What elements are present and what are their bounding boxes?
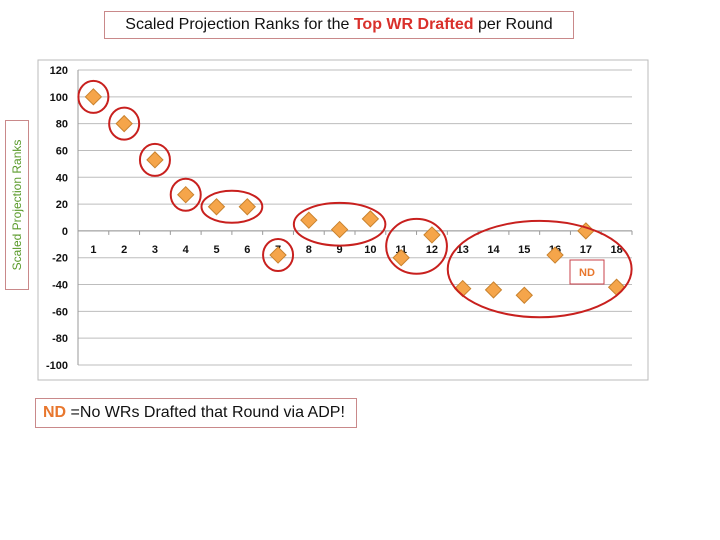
x-tick-label: 13 [457,244,469,256]
y-tick-label: 40 [56,172,68,184]
data-point [515,286,533,304]
highlight-ellipse [169,177,202,212]
data-point [300,211,318,229]
x-tick-label: 4 [183,244,190,256]
highlight-ellipse [200,189,264,224]
y-tick-label: -80 [52,333,68,345]
y-tick-label: -100 [46,360,68,372]
chart-title: Scaled Projection Ranks for the Top WR D… [104,11,574,39]
y-tick-label: 60 [56,145,68,157]
data-point [269,246,287,264]
x-tick-label: 1 [90,244,96,256]
x-tick-label: 12 [426,244,438,256]
data-point [177,185,195,204]
legend-note: ND =No WRs Drafted that Round via ADP! [35,398,357,428]
y-tick-label: -60 [52,306,68,318]
data-point [146,151,164,169]
plot-frame [37,59,649,381]
x-tick-label: 15 [518,244,530,256]
x-tick-label: 18 [610,244,622,256]
data-point [361,210,380,228]
y-tick-label: 100 [50,92,68,104]
data-point [546,246,564,264]
highlight-ellipse [446,219,633,319]
y-tick-label: 80 [56,119,68,131]
x-tick-label: 6 [244,244,250,256]
y-tick-label: -40 [52,280,68,292]
y-tick-label: 120 [50,65,68,77]
title-part: Scaled Projection Ranks for the [125,16,354,33]
highlight-ellipse [292,201,387,247]
nd-annotation-box [569,259,605,285]
y-axis-label-box: Scaled Projection Ranks [5,120,29,290]
data-point [207,198,226,216]
data-point [423,226,441,244]
note-nd: ND [43,404,67,421]
x-tick-label: 9 [337,244,343,256]
x-tick-label: 17 [580,244,592,256]
y-tick-label: 0 [62,226,68,238]
data-point [115,114,133,133]
x-tick-label: 3 [152,244,158,256]
data-point [484,281,503,299]
y-tick-label: -20 [52,253,68,265]
x-tick-label: 2 [121,244,127,256]
highlight-ellipse [262,238,295,273]
data-point [392,249,410,267]
data-point [454,279,472,298]
highlight-ellipse [77,79,110,114]
data-point [607,278,626,296]
data-point [330,220,349,239]
highlight-ellipse [108,106,141,141]
y-tick-label: 20 [56,199,68,211]
note-text: =No WRs Drafted that Round via ADP! [66,404,345,421]
x-tick-label: 14 [487,244,500,256]
x-tick-label: 8 [306,244,312,256]
data-point [238,198,256,216]
data-point [84,88,103,106]
highlight-ellipse [385,217,448,275]
nd-annotation: ND [579,267,595,279]
title-highlight: Top WR Drafted [353,16,474,33]
title-part: per Round [473,16,553,33]
x-tick-label: 10 [364,244,376,256]
x-tick-label: 5 [213,244,219,256]
highlight-ellipse [138,142,171,177]
